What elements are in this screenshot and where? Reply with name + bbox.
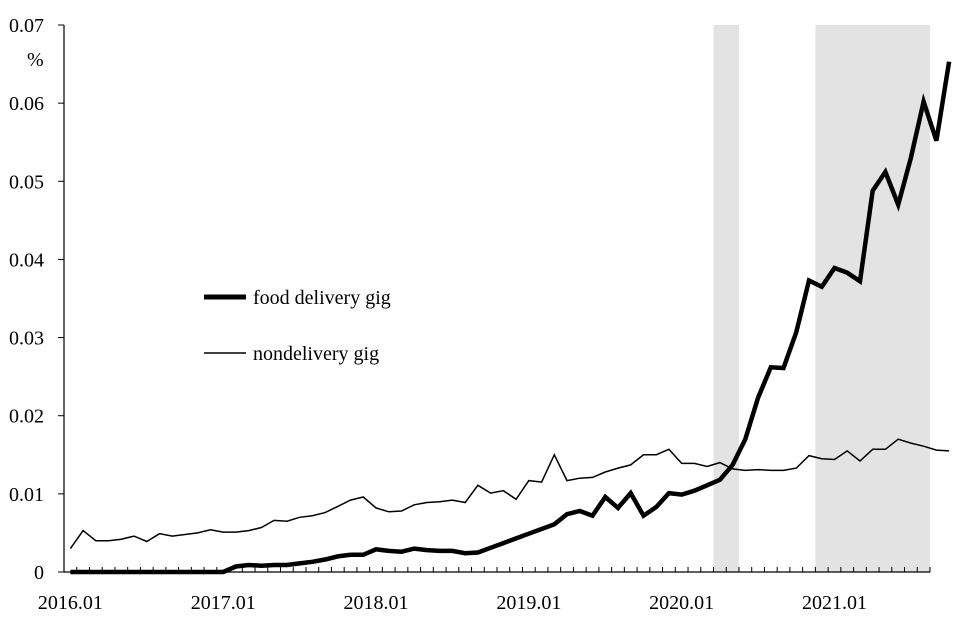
y-tick-label: 0 (34, 562, 44, 584)
y-tick-label: 0.02 (9, 406, 44, 428)
series-line-nondelivery-gig (69, 438, 950, 550)
shaded-period-1 (713, 25, 739, 572)
series-lines (69, 61, 952, 575)
y-unit-label: % (27, 49, 44, 71)
series-line-food-delivery-gig (70, 61, 952, 575)
axes: 0 0.01 0.02 0.03 0.04 0.05 0.06 0.07% 2016.01 201… (9, 15, 931, 614)
x-tick-label: 2020.01 (649, 592, 714, 614)
x-tick-label: 2018.01 (344, 592, 409, 614)
y-tick-label: 0.05 (9, 171, 44, 193)
legend-label: nondelivery gig (253, 343, 379, 365)
shaded-period-2 (815, 25, 854, 572)
y-tick-label: 0.07 (9, 15, 44, 37)
y-tick-label: 0.03 (9, 328, 44, 350)
y-tick-label: 0.01 (9, 484, 44, 506)
x-tick-label: 2021.01 (802, 592, 867, 614)
legend-label: food delivery gig (253, 287, 391, 309)
y-tick-label: 0.06 (9, 93, 44, 115)
legend: food delivery gig nondelivery gig (204, 287, 391, 365)
shaded-periods (713, 25, 930, 572)
x-tick-label: 2017.01 (191, 592, 256, 614)
x-tick-label: 2019.01 (496, 592, 561, 614)
y-tick-label: 0.04 (9, 249, 44, 271)
shaded-period-3 (853, 25, 930, 572)
x-tick-label: 2016.01 (38, 592, 103, 614)
